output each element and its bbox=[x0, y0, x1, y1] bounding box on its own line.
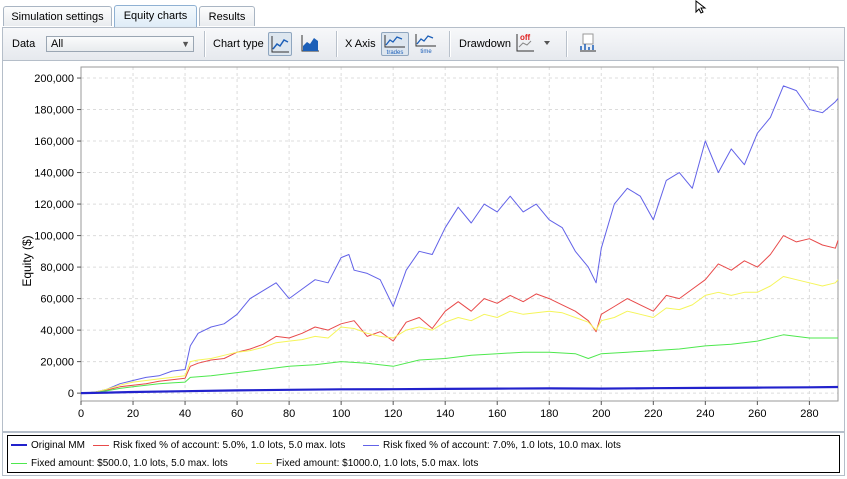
drawdown-state: off bbox=[520, 33, 531, 42]
chart-grid bbox=[80, 67, 838, 401]
series-line bbox=[80, 235, 839, 394]
x-tick-label: 120 bbox=[384, 408, 402, 420]
legend-swatch bbox=[11, 444, 27, 447]
legend-label: Original MM bbox=[31, 440, 85, 451]
data-label: Data bbox=[12, 38, 36, 50]
chart-export-button[interactable] bbox=[577, 32, 601, 56]
tab-simulation-settings[interactable]: Simulation settings bbox=[3, 6, 112, 26]
legend-label: Risk fixed % of account: 7.0%, 1.0 lots,… bbox=[383, 440, 621, 451]
x-axis-time-button[interactable]: time bbox=[413, 32, 439, 56]
x-axis-trades-button[interactable]: trades bbox=[381, 32, 409, 56]
chevron-down-icon: ▼ bbox=[181, 39, 190, 49]
data-select[interactable]: All ▼ bbox=[46, 36, 194, 52]
legend-label: Fixed amount: $500.0, 1.0 lots, 5.0 max.… bbox=[31, 458, 228, 469]
x-axis-label: X Axis bbox=[345, 38, 376, 50]
legend-label: Fixed amount: $1000.0, 1.0 lots, 5.0 max… bbox=[276, 458, 479, 469]
x-tick-label: 60 bbox=[231, 408, 243, 420]
y-tick-label: 200,000 bbox=[34, 73, 74, 85]
x-tick-label: 80 bbox=[283, 408, 295, 420]
plot-area bbox=[80, 66, 839, 402]
y-tick-label: 140,000 bbox=[34, 168, 74, 180]
legend-item: Original MM bbox=[11, 440, 85, 451]
chart-export-icon bbox=[580, 33, 596, 52]
legend-swatch bbox=[11, 462, 27, 464]
chevron-down-icon bbox=[544, 41, 550, 45]
line-chart-icon bbox=[271, 36, 289, 53]
y-tick-label: 120,000 bbox=[34, 199, 74, 211]
legend-swatch bbox=[256, 462, 272, 464]
legend-item: Risk fixed % of account: 7.0%, 1.0 lots,… bbox=[363, 440, 621, 451]
series-line bbox=[80, 276, 839, 394]
area-chart-icon bbox=[301, 35, 319, 52]
y-tick-label: 40,000 bbox=[40, 325, 74, 337]
y-tick-label: 180,000 bbox=[34, 105, 74, 117]
toolbar-divider bbox=[449, 31, 451, 57]
toolbar-divider bbox=[566, 31, 568, 57]
x-tick-label: 20 bbox=[127, 408, 139, 420]
legend-label: Risk fixed % of account: 5.0%, 1.0 lots,… bbox=[113, 440, 346, 451]
y-tick-label: 60,000 bbox=[40, 294, 74, 306]
y-tick-label: 20,000 bbox=[40, 357, 74, 369]
mouse-cursor-icon bbox=[695, 0, 707, 14]
x-tick-label: 160 bbox=[488, 408, 506, 420]
equity-chart: 0 20,000 40,000 60,000 80,000 100,000 120,000 1… bbox=[20, 66, 839, 420]
tab-bar: Simulation settings Equity charts Result… bbox=[0, 0, 847, 27]
trades-axis-icon: trades bbox=[384, 35, 405, 56]
chart-toolbar: Data All ▼ Chart type X Axis trades time bbox=[2, 27, 845, 61]
x-tick-label: 200 bbox=[592, 408, 610, 420]
x-tick-label: 220 bbox=[644, 408, 662, 420]
toolbar-divider bbox=[336, 31, 338, 57]
x-axis-ticks: 0 20 40 60 80 100 120 140 160 180 200 220 240 260 280 bbox=[78, 401, 819, 420]
x-tick-label: 140 bbox=[436, 408, 454, 420]
trades-axis-caption: trades bbox=[387, 50, 404, 55]
time-axis-caption: time bbox=[420, 49, 432, 54]
series-line bbox=[80, 385, 839, 395]
equity-chart-panel: 0 20,000 40,000 60,000 80,000 100,000 120,000 1… bbox=[2, 61, 845, 432]
y-tick-label: 80,000 bbox=[40, 262, 74, 274]
time-axis-icon: time bbox=[415, 34, 436, 55]
chart-type-label: Chart type bbox=[213, 38, 264, 50]
tab-results[interactable]: Results bbox=[199, 6, 255, 26]
legend-swatch bbox=[363, 444, 379, 446]
legend-swatch bbox=[93, 444, 109, 446]
x-tick-label: 100 bbox=[332, 408, 350, 420]
toolbar-divider bbox=[204, 31, 206, 57]
tab-equity-charts[interactable]: Equity charts bbox=[114, 5, 197, 27]
chart-series bbox=[80, 85, 839, 395]
x-tick-label: 180 bbox=[540, 408, 558, 420]
x-tick-label: 260 bbox=[748, 408, 766, 420]
line-chart-button[interactable] bbox=[268, 32, 292, 56]
area-chart-button[interactable] bbox=[299, 32, 323, 56]
data-select-value: All bbox=[51, 38, 64, 50]
x-tick-label: 0 bbox=[78, 408, 84, 420]
x-tick-label: 40 bbox=[179, 408, 191, 420]
x-tick-label: 280 bbox=[800, 408, 818, 420]
drawdown-icon: off bbox=[516, 33, 550, 52]
y-tick-label: 160,000 bbox=[34, 136, 74, 148]
series-line bbox=[80, 334, 838, 394]
y-tick-label: 100,000 bbox=[34, 231, 74, 243]
y-axis-ticks: 0 20,000 40,000 60,000 80,000 100,000 120,000 1… bbox=[34, 73, 81, 400]
x-tick-label: 240 bbox=[696, 408, 714, 420]
chart-legend-panel: Original MM Risk fixed % of account: 5.0… bbox=[2, 432, 845, 476]
y-axis-label: Equity ($) bbox=[20, 235, 34, 286]
y-tick-label: 0 bbox=[68, 388, 74, 400]
drawdown-dropdown[interactable]: off bbox=[514, 32, 554, 56]
chart-legend: Original MM Risk fixed % of account: 5.0… bbox=[7, 435, 840, 473]
series-line bbox=[80, 85, 839, 394]
legend-item: Fixed amount: $1000.0, 1.0 lots, 5.0 max… bbox=[256, 458, 478, 469]
legend-item: Fixed amount: $500.0, 1.0 lots, 5.0 max.… bbox=[11, 458, 228, 469]
drawdown-label: Drawdown bbox=[459, 38, 511, 50]
legend-item: Risk fixed % of account: 5.0%, 1.0 lots,… bbox=[93, 440, 345, 451]
